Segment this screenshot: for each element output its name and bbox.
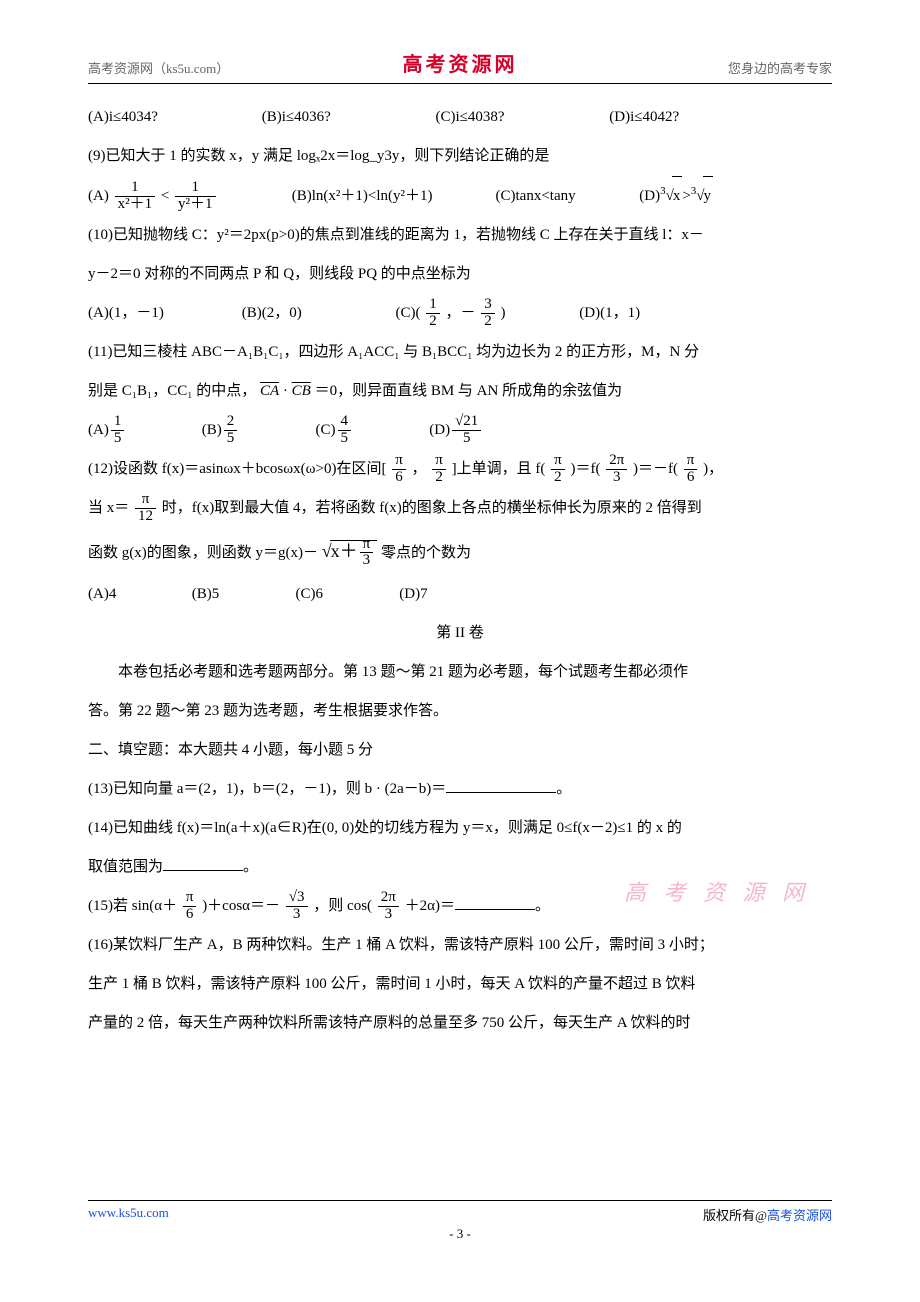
- q16-line2: 生产 1 桶 B 饮料，需该特产原料 100 公斤，需时间 1 小时，每天 A …: [88, 965, 832, 1004]
- q10-options: (A)(1，－1) (B)(2，0) (C)( 12 ，－ 32 ) (D)(1…: [88, 294, 832, 333]
- footer-copyright: 版权所有@高考资源网: [703, 1205, 832, 1224]
- header-title: 高考资源网: [288, 48, 632, 77]
- q14-line2: 取值范围为。: [88, 848, 832, 887]
- q11-options: (A)15 (B)25 (C)45 (D)√215: [88, 411, 832, 450]
- header-right: 您身边的高考专家: [632, 58, 832, 77]
- footer-page-number: - 3 -: [88, 1226, 832, 1242]
- section-2-p1: 本卷包括必考题和选考题两部分。第 13 题～第 21 题为必考题，每个试题考生都…: [88, 653, 832, 692]
- header-left: 高考资源网（ks5u.com）: [88, 58, 288, 77]
- q9-options: (A) 1x²＋1 < 1y²＋1 (B)ln(x²＋1)<ln(y²＋1) (…: [88, 176, 832, 216]
- q12-options: (A)4 (B)5 (C)6 (D)7: [88, 575, 832, 614]
- q13: (13)已知向量 a＝(2，1)，b＝(2，－1)，则 b · (2a－b)＝。: [88, 770, 832, 809]
- q9-opt-d: (D)3x > 3y: [639, 176, 713, 216]
- q10-opt-a: (A)(1，－1): [88, 294, 238, 333]
- q11-opt-c: (C)45: [316, 411, 426, 450]
- footer-url: www.ks5u.com: [88, 1205, 169, 1224]
- q10-line1: (10)已知抛物线 C：y²＝2px(p>0)的焦点到准线的距离为 1，若抛物线…: [88, 216, 832, 255]
- q12-line2: 当 x＝ π12 时，f(x)取到最大值 4，若将函数 f(x)的图象上各点的横…: [88, 489, 832, 528]
- q10-opt-c: (C)( 12 ，－ 32 ): [396, 294, 576, 333]
- blank-underline: [455, 894, 535, 910]
- header-rule: [88, 83, 832, 84]
- q9-opt-b: (B)ln(x²＋1)<ln(y²＋1): [292, 177, 492, 216]
- q16-line1: (16)某饮料厂生产 A，B 两种饮料。生产 1 桶 A 饮料，需该特产原料 1…: [88, 926, 832, 965]
- q12-line3: 函数 g(x)的图象，则函数 y＝g(x)－ x＋π3 零点的个数为: [88, 528, 832, 575]
- q8-opt-d: (D)i≤4042?: [609, 98, 679, 137]
- q12-line1: (12)设函数 f(x)＝asinωx＋bcosωx(ω>0)在区间[ π6 ，…: [88, 450, 832, 489]
- q11-opt-b: (B)25: [202, 411, 312, 450]
- q14-line1: (14)已知曲线 f(x)＝ln(a＋x)(a∈R)在(0, 0)处的切线方程为…: [88, 809, 832, 848]
- q9-opt-c: (C)tanx<tany: [496, 177, 636, 216]
- q12-opt-b: (B)5: [192, 575, 292, 614]
- q10-opt-d: (D)(1，1): [579, 294, 640, 333]
- q8-opt-b: (B)i≤4036?: [262, 98, 432, 137]
- q11-line2: 别是 C₁B₁，CC₁ 的中点， CA · CB ＝0，则异面直线 BM 与 A…: [88, 372, 832, 411]
- q15: (15)若 sin(α＋ π6 )＋cosα＝－ √33 ，则 cos( 2π3…: [88, 887, 832, 926]
- q12-opt-a: (A)4: [88, 575, 188, 614]
- footer-rule: [88, 1200, 832, 1201]
- page-footer: www.ks5u.com 版权所有@高考资源网 - 3 -: [88, 1200, 832, 1242]
- q11-line1: (11)已知三棱柱 ABC－A₁B₁C₁，四边形 A₁ACC₁ 与 B₁BCC₁…: [88, 333, 832, 372]
- section-2-title: 第 II 卷: [88, 614, 832, 653]
- q11-opt-a: (A)15: [88, 411, 198, 450]
- q10-opt-b: (B)(2，0): [242, 294, 392, 333]
- q8-opt-c: (C)i≤4038?: [436, 98, 606, 137]
- q11-opt-d: (D)√215: [429, 411, 483, 450]
- q8-options: (A)i≤4034? (B)i≤4036? (C)i≤4038? (D)i≤40…: [88, 98, 832, 137]
- blank-underline: [446, 777, 556, 793]
- section-2-p2: 答。第 22 题～第 23 题为选考题，考生根据要求作答。: [88, 692, 832, 731]
- q10-line2: y－2＝0 对称的不同两点 P 和 Q，则线段 PQ 的中点坐标为: [88, 255, 832, 294]
- fill-heading: 二、填空题：本大题共 4 小题，每小题 5 分: [88, 731, 832, 770]
- q16-line3: 产量的 2 倍，每天生产两种饮料所需该特产原料的总量至多 750 公斤，每天生产…: [88, 1004, 832, 1043]
- q9-opt-a: (A) 1x²＋1 < 1y²＋1: [88, 177, 288, 216]
- q12-opt-d: (D)7: [399, 575, 427, 614]
- q12-opt-c: (C)6: [296, 575, 396, 614]
- blank-underline: [163, 855, 243, 871]
- page-header: 高考资源网（ks5u.com） 高考资源网 您身边的高考专家: [88, 48, 832, 83]
- q8-opt-a: (A)i≤4034?: [88, 98, 258, 137]
- q9-stem: (9)已知大于 1 的实数 x，y 满足 logₓ2x＝log_y3y，则下列结…: [88, 137, 832, 176]
